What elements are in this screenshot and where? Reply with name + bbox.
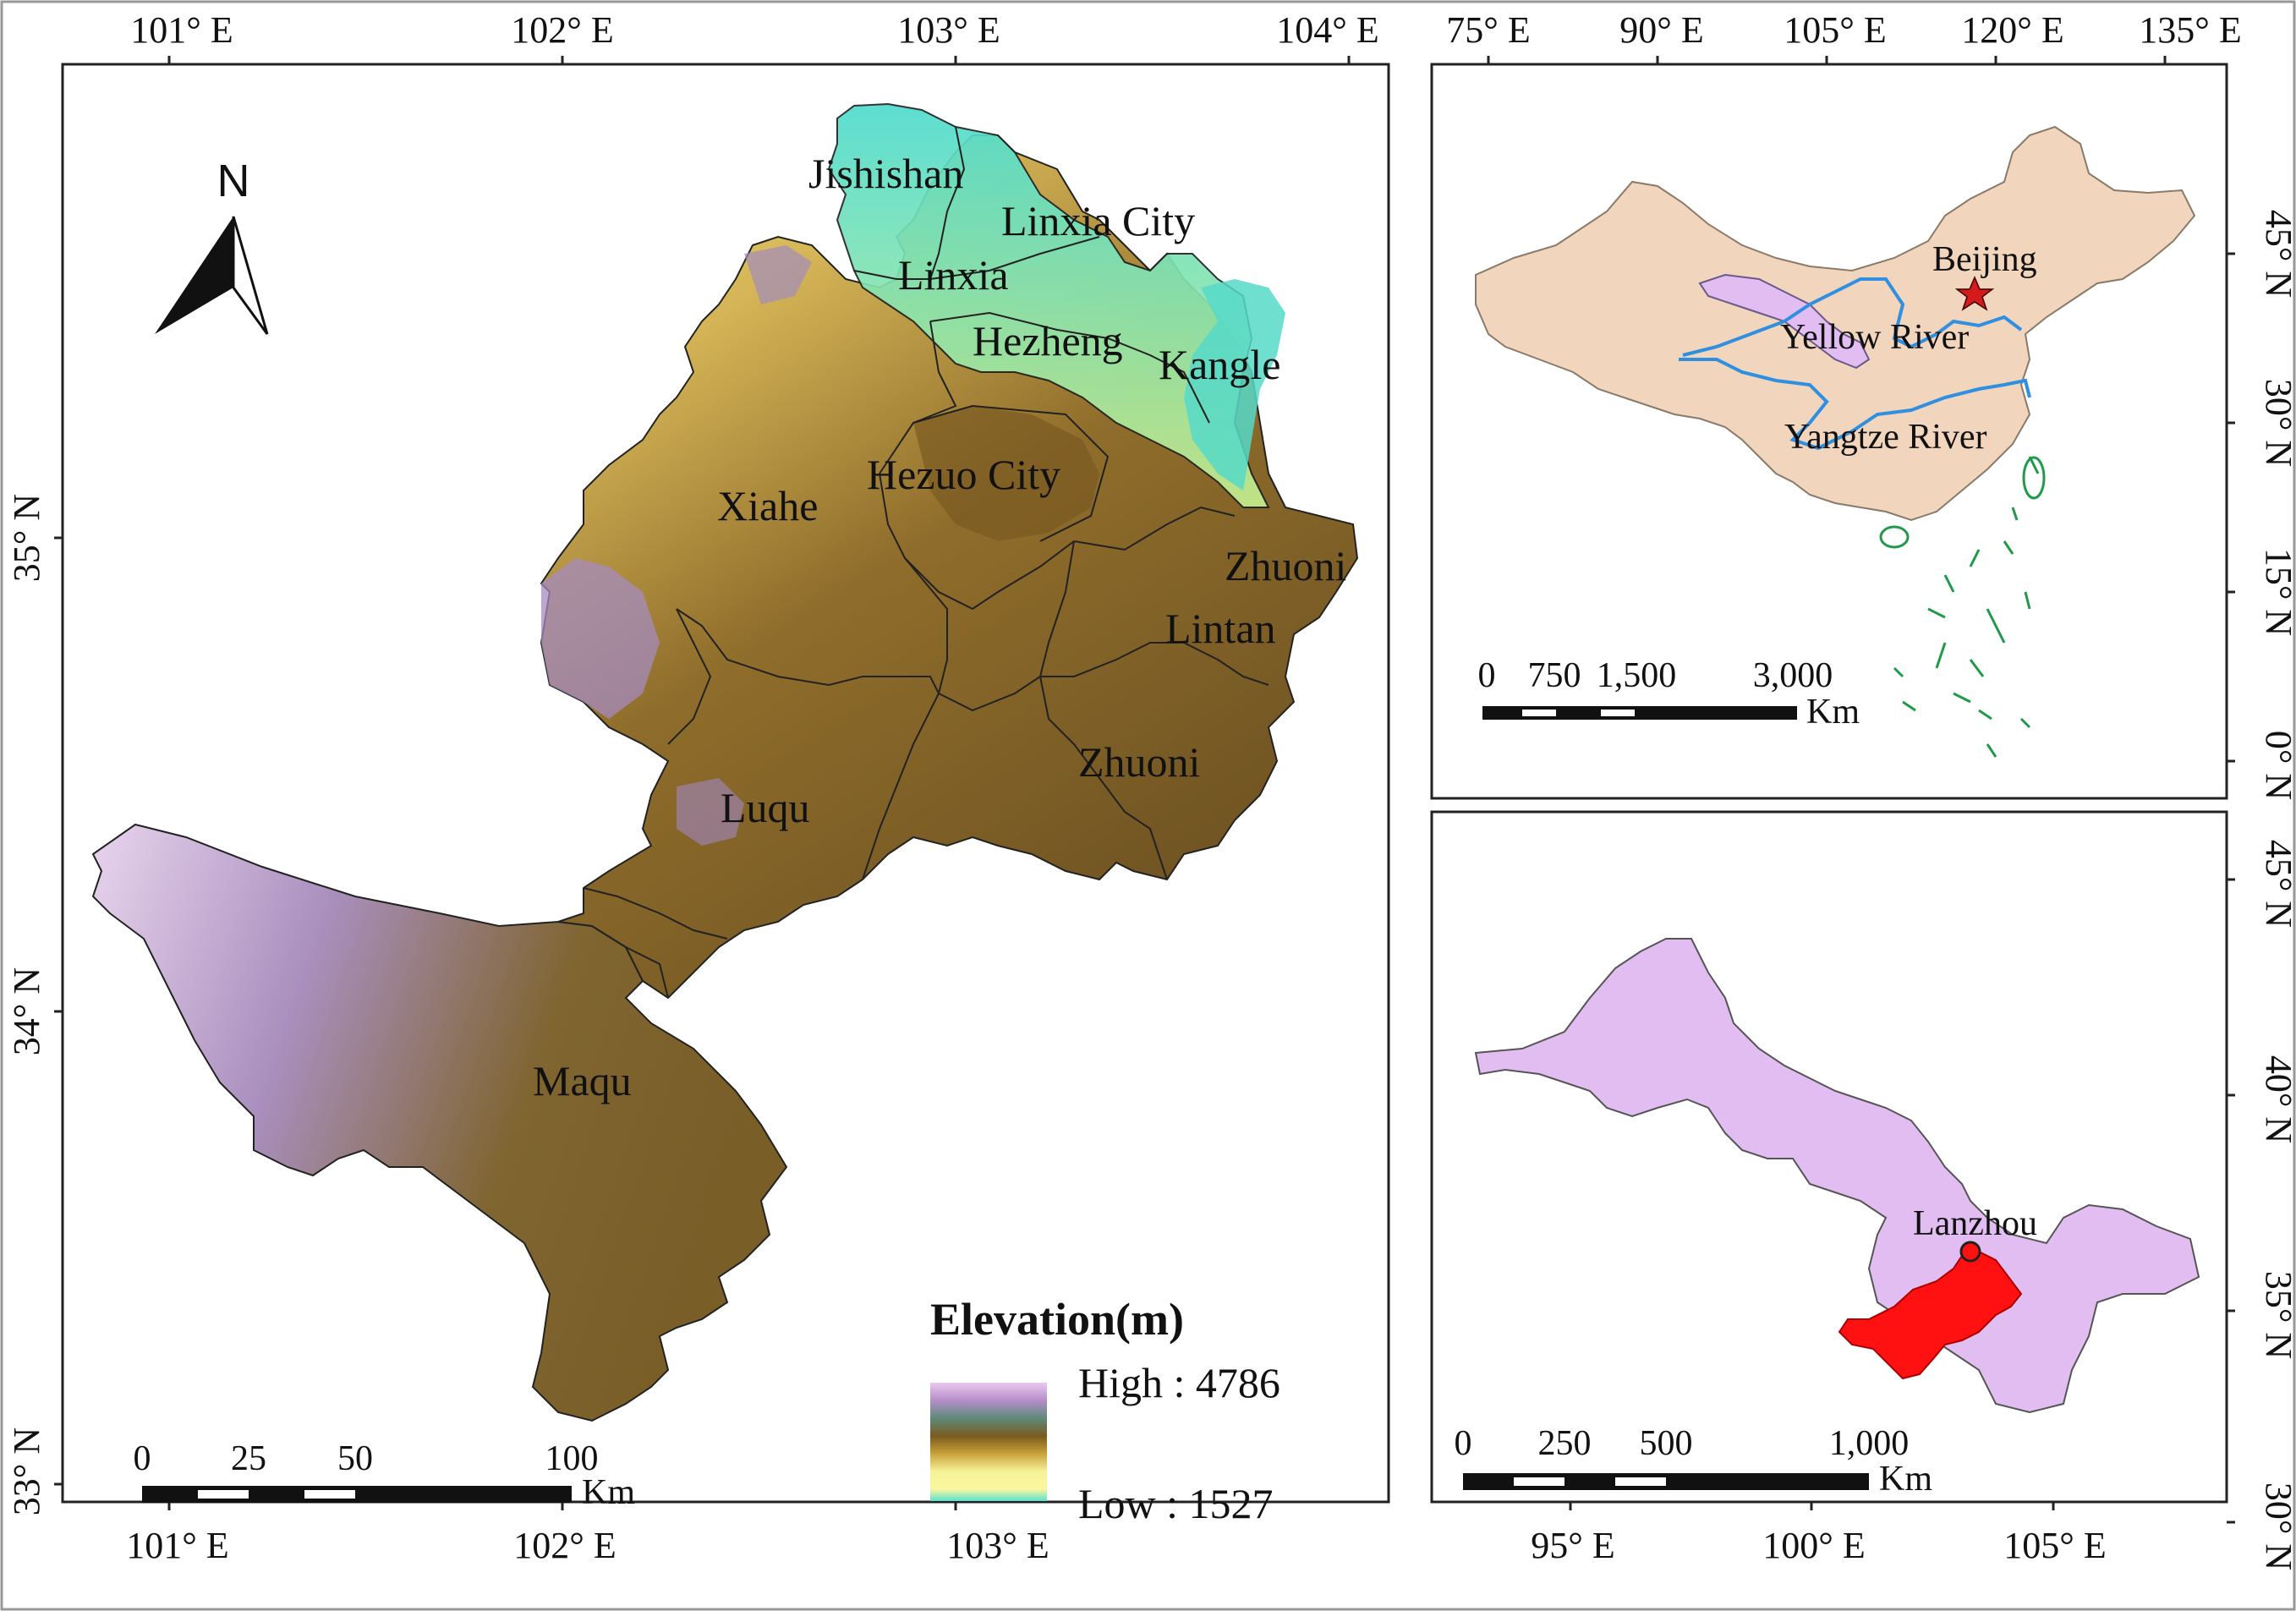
top-tick-101: 101° E xyxy=(130,9,233,51)
top-tick-103: 103° E xyxy=(897,9,1000,51)
beijing-star xyxy=(1954,276,1995,311)
gansu-bottom-tick-95: 95° E xyxy=(1531,1525,1614,1566)
bottom-tick-101: 101° E xyxy=(126,1525,228,1566)
main-scale-bar: 0 25 50 100 Km xyxy=(134,1439,636,1512)
gansu-right-tick-30: 30° N xyxy=(2258,1482,2296,1570)
main-scale-100: 100 xyxy=(545,1439,599,1478)
main-scale-50: 50 xyxy=(337,1439,373,1478)
county-label-jishishan: Jishishan xyxy=(808,150,963,197)
china-top-tick-90: 90° E xyxy=(1619,9,1703,51)
gansu-bottom-tick-105: 105° E xyxy=(2003,1525,2106,1566)
china-right-tick-45: 45° N xyxy=(2258,210,2296,298)
county-label-maqu: Maqu xyxy=(533,1057,632,1104)
gansu-scale-1000: 1,000 xyxy=(1829,1424,1910,1463)
north-arrow: N xyxy=(155,156,269,335)
county-label-zhuoni: Zhuoni xyxy=(1078,738,1200,786)
beijing-label: Beijing xyxy=(1932,240,2037,279)
gansu-scale-unit: Km xyxy=(1879,1460,1932,1499)
county-label-lintan: Lintan xyxy=(1165,605,1276,652)
gansu-right-tick-35: 35° N xyxy=(2258,1271,2296,1359)
legend-high-label: High : 4786 xyxy=(1078,1359,1280,1406)
china-scale-3000: 3,000 xyxy=(1753,656,1833,695)
yellow-river xyxy=(1682,277,2023,357)
yangtze-river xyxy=(1679,358,2031,451)
legend-low-label: Low : 1527 xyxy=(1078,1480,1274,1527)
china-scale-bar: 0 750 1,500 3,000 Km xyxy=(1478,656,1860,732)
linxia-region xyxy=(827,102,1270,508)
lanzhou-label: Lanzhou xyxy=(1913,1204,2037,1243)
china-scale-unit: Km xyxy=(1806,693,1860,732)
north-arrow-right xyxy=(232,216,269,335)
bottom-tick-102: 102° E xyxy=(513,1525,616,1566)
county-label-hezheng: Hezheng xyxy=(973,317,1123,364)
gansu-inset: 95° E 100° E 105° E 45° N 40° N 35° N 30… xyxy=(1430,810,2296,1570)
gansu-right-tick-40: 40° N xyxy=(2258,1055,2296,1143)
china-inset: 75° E 90° E 105° E 120° E 135° E 45° N 3… xyxy=(1430,9,2296,800)
china-top-tick-120: 120° E xyxy=(1961,9,2063,51)
main-map-ticks xyxy=(54,56,1351,1510)
left-tick-33: 33° N xyxy=(6,1427,47,1515)
china-scale-750: 750 xyxy=(1528,656,1581,695)
county-label-kangle: Kangle xyxy=(1159,341,1280,388)
main-scale-unit: Km xyxy=(582,1473,635,1512)
left-tick-35: 35° N xyxy=(6,494,47,582)
china-ticks xyxy=(1487,56,2235,763)
lanzhou-marker xyxy=(1959,1241,1981,1263)
gansu-scale-bar: 0 250 500 1,000 Km xyxy=(1455,1424,1933,1499)
main-scale-25: 25 xyxy=(231,1439,266,1478)
china-outline xyxy=(1475,125,2196,522)
top-tick-102: 102° E xyxy=(511,9,613,51)
county-label-luqu: Luqu xyxy=(721,784,810,831)
gansu-scale-0: 0 xyxy=(1455,1424,1472,1463)
china-scale-0: 0 xyxy=(1478,656,1496,695)
left-tick-34: 34° N xyxy=(6,967,47,1055)
south-sea-islands xyxy=(1879,456,2046,758)
luqu-highland xyxy=(677,778,744,846)
county-boundaries xyxy=(583,126,1269,999)
china-scale-1500: 1,500 xyxy=(1597,656,1677,695)
main-map: 101° E 102° E 103° E 104° E 101° E 102° … xyxy=(6,9,1390,1566)
legend-color-ramp xyxy=(930,1383,1047,1501)
gansu-bottom-tick-100: 100° E xyxy=(1762,1525,1865,1566)
gansu-scale-250: 250 xyxy=(1538,1424,1592,1463)
china-top-tick-105: 105° E xyxy=(1784,9,1886,51)
xiahe-highland xyxy=(541,558,660,719)
gansu-scale-500: 500 xyxy=(1640,1424,1693,1463)
north-arrow-left xyxy=(155,216,233,334)
northwest-highland xyxy=(744,245,812,304)
county-label-linxia: Linxia xyxy=(898,251,1009,299)
kangle-region xyxy=(1184,279,1285,490)
china-right-tick-30: 30° N xyxy=(2258,379,2296,467)
study-area-terrain xyxy=(91,102,1359,1422)
legend-title: Elevation(m) xyxy=(930,1294,1184,1345)
county-label-xiahe: Xiahe xyxy=(717,482,818,529)
china-top-tick-135: 135° E xyxy=(2139,9,2241,51)
county-label-zhuoni-north: Zhuoni xyxy=(1225,542,1346,589)
top-tick-104: 104° E xyxy=(1276,9,1378,51)
china-top-tick-75: 75° E xyxy=(1446,9,1530,51)
north-arrow-label: N xyxy=(217,156,250,206)
main-scale-0: 0 xyxy=(134,1439,151,1478)
county-label-hezuo-city: Hezuo City xyxy=(867,451,1060,498)
county-label-linxia-city: Linxia City xyxy=(1001,197,1195,244)
gansu-right-tick-45: 45° N xyxy=(2258,840,2296,928)
gansu-ticks xyxy=(1569,878,2235,1524)
yellow-river-label: Yellow River xyxy=(1780,318,1969,357)
hezuo-core xyxy=(913,406,1099,541)
yangtze-river-label: Yangtze River xyxy=(1784,418,1987,457)
elevation-legend: Elevation(m) High : 4786 Low : 1527 xyxy=(930,1294,1280,1527)
bottom-tick-103: 103° E xyxy=(946,1525,1049,1566)
gansu-study-area xyxy=(1838,1250,2023,1380)
china-right-tick-0: 0° N xyxy=(2258,731,2296,800)
china-right-tick-15: 15° N xyxy=(2258,548,2296,636)
